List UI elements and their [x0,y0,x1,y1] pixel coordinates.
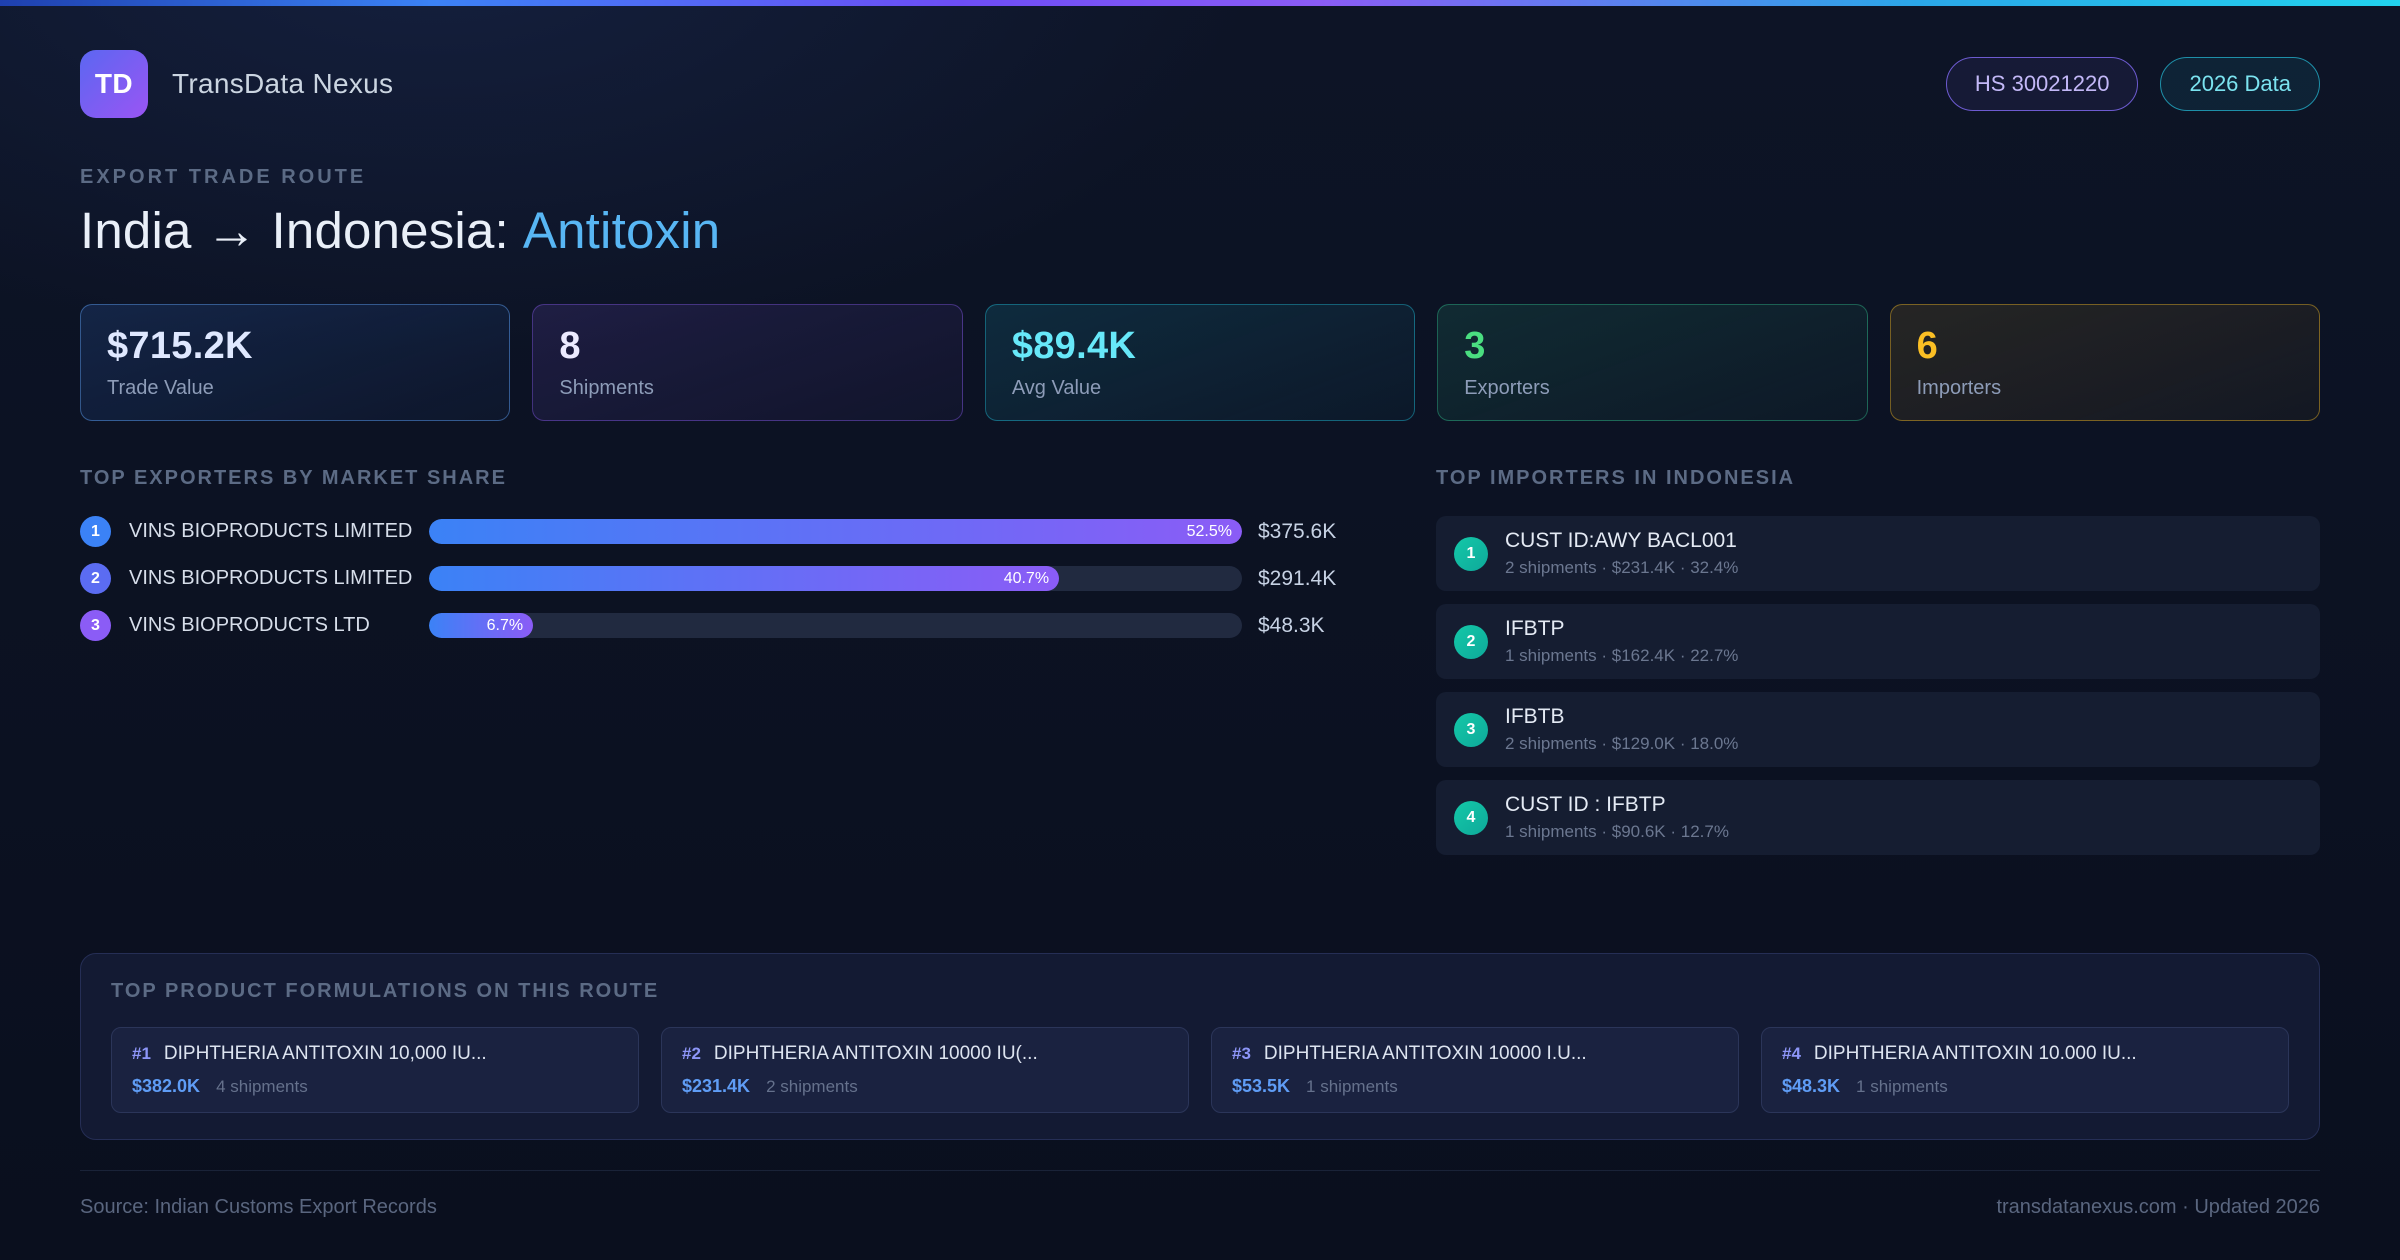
data-year-badge[interactable]: 2026 Data [2160,57,2320,111]
rank-badge: 3 [1454,712,1488,747]
exporter-value: $291.4K [1258,566,1337,590]
product-shipments: 1 shipments [1306,1076,1398,1096]
product-card: #1 DIPHTHERIA ANTITOXIN 10,000 IU... $38… [111,1027,639,1113]
importer-row: 1 CUST ID:AWY BACL001 2 shipments · $231… [1436,516,2320,591]
stat-value: 8 [559,325,581,367]
market-share-label: 52.5% [1186,522,1232,540]
importer-row: 2 IFBTP 1 shipments · $162.4K · 22.7% [1436,604,2320,679]
stat-card-exporters: 3 Exporters [1437,304,1868,421]
product-card: #3 DIPHTHERIA ANTITOXIN 10000 I.U... $53… [1211,1027,1739,1113]
product-name: DIPHTHERIA ANTITOXIN 10000 IU(... [713,1043,1038,1064]
stat-card-trade-value: $715.2K Trade Value [80,304,511,421]
product-rank: #4 [1782,1044,1801,1063]
importer-detail: 1 shipments · $162.4K · 22.7% [1505,646,1739,665]
product-card: #2 DIPHTHERIA ANTITOXIN 10000 IU(... $23… [661,1027,1189,1113]
importer-name: IFBTP [1505,617,1565,640]
stat-cards: $715.2K Trade Value 8 Shipments $89.4K A… [80,304,2321,421]
product-rank: #3 [1232,1044,1251,1063]
product-value: $48.3K [1782,1076,1841,1096]
market-share-bar-fill: 40.7% [429,566,1060,591]
route-title: India → Indonesia: [80,202,509,259]
product-card: #4 DIPHTHERIA ANTITOXIN 10.000 IU... $48… [1761,1027,2289,1113]
product-name: DIPHTHERIA ANTITOXIN 10000 I.U... [1263,1043,1587,1064]
exporter-row: 1 VINS BIOPRODUCTS LIMITED 52.5% $375.6K [80,516,1370,547]
top-accent-strip [0,0,2400,6]
exporter-name: VINS BIOPRODUCTS LIMITED [129,567,413,589]
commodity-highlight: Antitoxin [522,202,721,259]
importer-row: 3 IFBTB 2 shipments · $129.0K · 18.0% [1436,692,2320,767]
page: TD TransData Nexus HS 30021220 2026 Data… [0,50,2400,1219]
exporter-value: $375.6K [1258,519,1337,543]
product-cards: #1 DIPHTHERIA ANTITOXIN 10,000 IU... $38… [111,1027,2289,1113]
exporter-row: 2 VINS BIOPRODUCTS LIMITED 40.7% $291.4K [80,563,1370,594]
page-title: India → Indonesia: Antitoxin [80,201,2320,260]
exporter-value: $48.3K [1258,613,1325,637]
rank-badge: 2 [1454,624,1488,659]
market-share-bar-track: 52.5% [429,519,1242,544]
top-bar: TD TransData Nexus HS 30021220 2026 Data [80,50,2320,118]
rank-badge: 2 [80,563,111,594]
importers-list: 1 CUST ID:AWY BACL001 2 shipments · $231… [1436,516,2320,855]
product-value: $382.0K [132,1076,201,1096]
market-share-bar-fill: 6.7% [429,613,534,638]
exporter-name: VINS BIOPRODUCTS LTD [129,614,370,636]
stat-card-avg-value: $89.4K Avg Value [984,304,1416,421]
product-shipments: 2 shipments [766,1076,858,1096]
importer-detail: 2 shipments · $129.0K · 18.0% [1505,734,1739,753]
importer-name: CUST ID:AWY BACL001 [1505,529,1737,552]
product-name: DIPHTHERIA ANTITOXIN 10.000 IU... [1813,1043,2137,1064]
stat-label: Trade Value [107,377,214,399]
product-shipments: 4 shipments [216,1076,308,1096]
stat-label: Importers [1916,377,2002,399]
rank-badge: 1 [80,516,111,547]
products-panel: TOP PRODUCT FORMULATIONS ON THIS ROUTE #… [80,953,2320,1140]
stat-label: Exporters [1464,377,1550,399]
market-share-label: 6.7% [486,616,524,634]
stat-value: $89.4K [1011,325,1137,367]
product-name: DIPHTHERIA ANTITOXIN 10,000 IU... [163,1043,487,1064]
rank-badge: 4 [1454,800,1488,835]
rank-badge: 1 [1454,536,1488,571]
stat-label: Shipments [559,377,654,399]
source-note: Source: Indian Customs Export Records [80,1196,437,1218]
header-badges: HS 30021220 2026 Data [1945,57,2320,111]
main-columns: TOP EXPORTERS BY MARKET SHARE 1 VINS BIO… [80,467,2320,937]
importer-row: 4 CUST ID : IFBTP 1 shipments · $90.6K ·… [1436,780,2320,855]
hs-code-badge[interactable]: HS 30021220 [1945,57,2139,111]
app-logo: TD [80,50,148,118]
product-value: $53.5K [1232,1076,1291,1096]
market-share-bar-fill: 52.5% [429,519,1242,544]
brand: TD TransData Nexus [80,50,393,118]
exporters-heading: TOP EXPORTERS BY MARKET SHARE [80,467,507,489]
eyebrow-label: EXPORT TRADE ROUTE [80,166,367,188]
stat-value: $715.2K [107,325,253,367]
exporter-name: VINS BIOPRODUCTS LIMITED [129,520,413,542]
exporter-row: 3 VINS BIOPRODUCTS LTD 6.7% $48.3K [80,610,1370,641]
importer-name: IFBTB [1505,705,1565,728]
product-shipments: 1 shipments [1856,1076,1948,1096]
product-value: $231.4K [682,1076,751,1096]
exporter-bar-chart: 1 VINS BIOPRODUCTS LIMITED 52.5% $375.6K… [80,516,1370,641]
importer-name: CUST ID : IFBTP [1505,793,1666,816]
market-share-bar-track: 40.7% [429,566,1242,591]
market-share-label: 40.7% [1003,569,1050,587]
app-name: TransData Nexus [172,68,394,99]
product-rank: #2 [682,1044,701,1063]
stat-card-shipments: 8 Shipments [532,304,963,421]
importers-section: TOP IMPORTERS IN INDONESIA 1 CUST ID:AWY… [1436,467,2320,868]
stat-value: 3 [1464,325,1486,367]
stat-value: 6 [1916,325,1939,367]
market-share-bar-track: 6.7% [429,613,1242,638]
rank-badge: 3 [80,610,111,641]
importer-detail: 1 shipments · $90.6K · 12.7% [1505,822,1729,841]
stat-label: Avg Value [1011,377,1102,399]
exporters-section: TOP EXPORTERS BY MARKET SHARE 1 VINS BIO… [80,467,1370,657]
site-note: transdatanexus.com · Updated 2026 [1996,1196,2320,1218]
stat-card-importers: 6 Importers [1889,304,2321,421]
footer: Source: Indian Customs Export Records tr… [80,1170,2320,1219]
products-heading: TOP PRODUCT FORMULATIONS ON THIS ROUTE [111,980,660,1002]
importer-detail: 2 shipments · $231.4K · 32.4% [1505,558,1739,577]
product-rank: #1 [132,1044,151,1063]
importers-heading: TOP IMPORTERS IN INDONESIA [1436,467,1796,489]
